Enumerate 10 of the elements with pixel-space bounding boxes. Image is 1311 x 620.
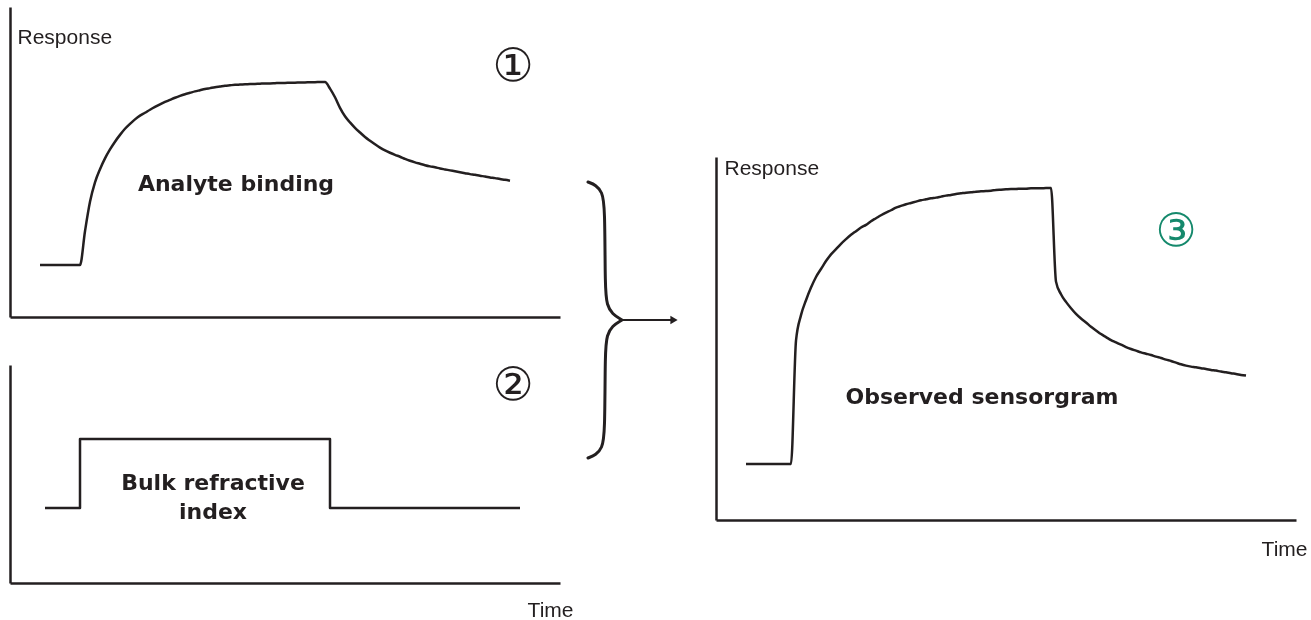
annotation: Analyte binding [137, 171, 335, 196]
y-axis-title: Response [724, 155, 820, 179]
x-axis-title: Time [527, 597, 574, 620]
annotation: ① [492, 38, 534, 92]
annotation: Observed sensorgram [845, 384, 1119, 409]
text: ② [492, 357, 534, 411]
y-axis-title: Response [17, 24, 113, 48]
annotation: Bulk refractive index [121, 470, 305, 524]
annotation: ③ [1155, 203, 1197, 257]
x-axis-title: Time [1261, 536, 1308, 560]
